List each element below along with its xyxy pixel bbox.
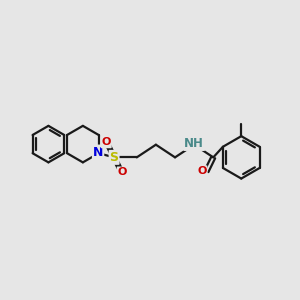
Text: NH: NH bbox=[184, 137, 204, 150]
Text: O: O bbox=[101, 137, 111, 147]
Text: N: N bbox=[93, 146, 103, 159]
Text: S: S bbox=[110, 151, 118, 164]
Text: O: O bbox=[118, 167, 127, 177]
Text: O: O bbox=[197, 166, 206, 176]
